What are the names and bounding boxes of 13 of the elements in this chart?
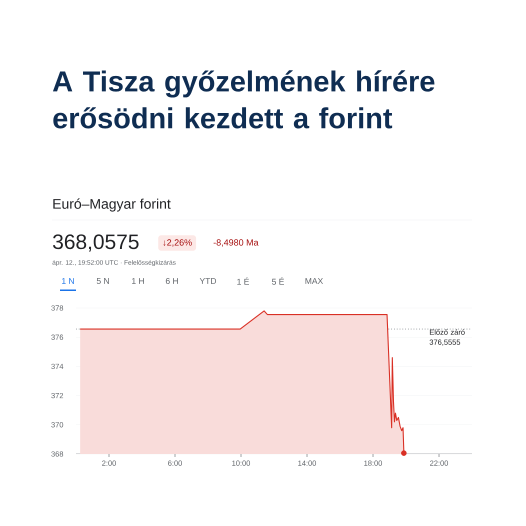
text: 5 N	[96, 278, 109, 284]
text: YTD	[200, 278, 216, 284]
text: 368,0575	[52, 234, 139, 252]
text: 6 H	[166, 278, 178, 284]
text: 1 É	[237, 277, 249, 285]
text: ↓2,26%	[163, 239, 192, 247]
text: 5 É	[272, 277, 284, 285]
text: 1 N	[62, 278, 74, 284]
chart-title: A Tisza győzelmének hírére erősödni kezdett a forint	[52, 70, 434, 129]
text: MAX	[306, 278, 323, 284]
text: -8,4980 Ma	[214, 239, 259, 247]
chart-subtitle: Euró–Magyar forint	[53, 198, 171, 212]
text: 1 H	[132, 278, 144, 284]
